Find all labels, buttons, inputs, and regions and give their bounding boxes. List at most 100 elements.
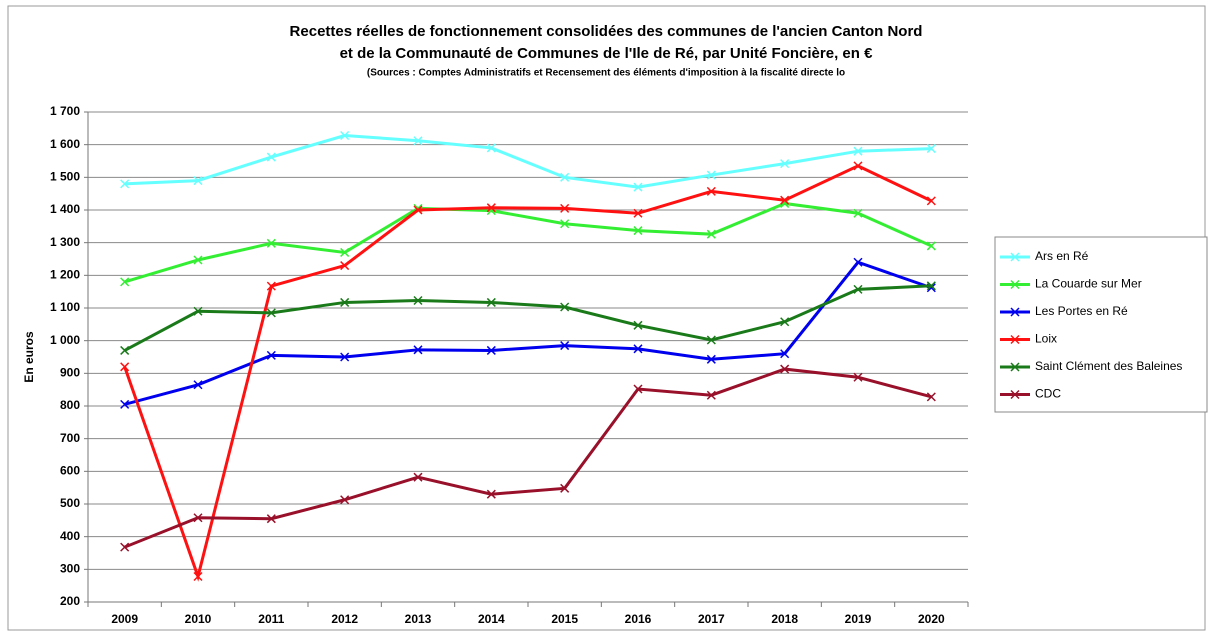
point-marker bbox=[340, 247, 350, 257]
y-tick-label: 1 300 bbox=[50, 235, 80, 249]
series-line bbox=[123, 284, 932, 352]
legend-marker bbox=[1010, 307, 1020, 317]
legend-box bbox=[994, 236, 1208, 413]
legend-label: Ars en Ré bbox=[1035, 249, 1089, 263]
point-marker bbox=[413, 472, 423, 482]
point-marker bbox=[193, 255, 203, 265]
point-marker bbox=[193, 380, 203, 390]
legend-label: Les Portes en Ré bbox=[1035, 304, 1128, 318]
point-marker bbox=[486, 345, 496, 355]
legend-label: Loix bbox=[1035, 332, 1057, 346]
point-marker bbox=[120, 345, 130, 355]
y-axis-label: En euros bbox=[22, 331, 36, 383]
point-marker bbox=[853, 208, 863, 218]
point-marker bbox=[120, 277, 130, 287]
point-marker bbox=[926, 196, 936, 206]
point-marker bbox=[340, 352, 350, 362]
point-marker bbox=[853, 372, 863, 382]
point-marker bbox=[486, 203, 496, 213]
x-tick-label: 2014 bbox=[478, 612, 505, 626]
point-marker bbox=[780, 195, 790, 205]
y-tick-label: 1 000 bbox=[50, 333, 80, 347]
point-marker bbox=[413, 345, 423, 355]
y-tick-label: 800 bbox=[60, 398, 80, 412]
point-marker bbox=[193, 306, 203, 316]
point-marker bbox=[413, 205, 423, 215]
point-marker bbox=[706, 390, 716, 400]
point-marker bbox=[193, 513, 203, 523]
chart-title: Recettes réelles de fonctionnement conso… bbox=[290, 23, 923, 40]
y-tick-label: 900 bbox=[60, 366, 80, 380]
point-marker bbox=[193, 571, 203, 582]
point-marker bbox=[706, 354, 716, 364]
point-marker bbox=[853, 257, 863, 267]
point-marker bbox=[853, 146, 863, 156]
point-marker bbox=[266, 281, 276, 291]
point-marker bbox=[633, 320, 643, 330]
point-marker bbox=[266, 238, 276, 248]
series-line bbox=[124, 260, 932, 406]
point-marker bbox=[266, 514, 276, 524]
point-marker bbox=[340, 297, 350, 307]
y-tick-label: 1 100 bbox=[50, 300, 80, 314]
point-marker bbox=[486, 297, 496, 307]
y-tick-label: 400 bbox=[60, 529, 80, 543]
chart-subtitle: (Sources : Comptes Administratifs et Rec… bbox=[367, 68, 845, 79]
point-marker bbox=[706, 229, 716, 239]
point-marker bbox=[560, 341, 570, 351]
point-marker bbox=[780, 364, 790, 374]
point-marker bbox=[560, 302, 570, 312]
y-tick-label: 700 bbox=[60, 431, 80, 445]
x-tick-label: 2013 bbox=[405, 612, 432, 626]
point-marker bbox=[780, 349, 790, 359]
point-marker bbox=[706, 170, 716, 180]
series-line bbox=[123, 164, 932, 582]
y-tick-label: 1 200 bbox=[50, 268, 80, 282]
point-marker bbox=[340, 261, 350, 271]
series-line bbox=[124, 367, 932, 549]
chart-title: et de la Communauté de Communes de l'Ile… bbox=[340, 45, 874, 62]
point-marker bbox=[486, 143, 496, 153]
point-marker bbox=[486, 489, 496, 499]
point-marker bbox=[780, 317, 790, 327]
point-marker bbox=[266, 350, 276, 360]
y-tick-label: 1 700 bbox=[50, 104, 80, 118]
y-tick-label: 300 bbox=[60, 562, 80, 576]
point-marker bbox=[633, 344, 643, 354]
point-marker bbox=[633, 226, 643, 236]
point-marker bbox=[560, 203, 570, 213]
x-tick-label: 2015 bbox=[551, 612, 578, 626]
x-tick-label: 2009 bbox=[111, 612, 138, 626]
x-tick-label: 2012 bbox=[331, 612, 358, 626]
point-marker bbox=[120, 542, 130, 552]
point-marker bbox=[926, 281, 936, 291]
point-marker bbox=[633, 208, 643, 218]
legend-label: Saint Clément des Baleines bbox=[1035, 359, 1182, 373]
point-marker bbox=[413, 295, 423, 306]
x-tick-label: 2010 bbox=[185, 612, 212, 626]
point-marker bbox=[706, 335, 716, 345]
point-marker bbox=[560, 172, 570, 182]
legend-marker bbox=[1010, 334, 1020, 345]
x-tick-label: 2019 bbox=[845, 612, 872, 626]
legend-marker bbox=[1010, 252, 1020, 262]
legend-label: La Couarde sur Mer bbox=[1035, 277, 1142, 291]
point-marker bbox=[120, 362, 130, 372]
x-tick-label: 2018 bbox=[771, 612, 798, 626]
point-marker bbox=[633, 182, 643, 192]
point-marker bbox=[120, 399, 130, 409]
x-tick-label: 2016 bbox=[625, 612, 652, 626]
point-marker bbox=[266, 152, 276, 162]
x-tick-label: 2020 bbox=[918, 612, 945, 626]
legend-marker bbox=[1010, 279, 1020, 290]
point-marker bbox=[780, 159, 790, 169]
point-marker bbox=[560, 219, 570, 229]
x-tick-label: 2011 bbox=[258, 612, 284, 626]
point-marker bbox=[853, 161, 863, 171]
x-tick-label: 2017 bbox=[698, 612, 725, 626]
series-line bbox=[124, 201, 932, 284]
point-marker bbox=[926, 241, 936, 251]
point-marker bbox=[926, 144, 936, 154]
point-marker bbox=[633, 384, 643, 394]
